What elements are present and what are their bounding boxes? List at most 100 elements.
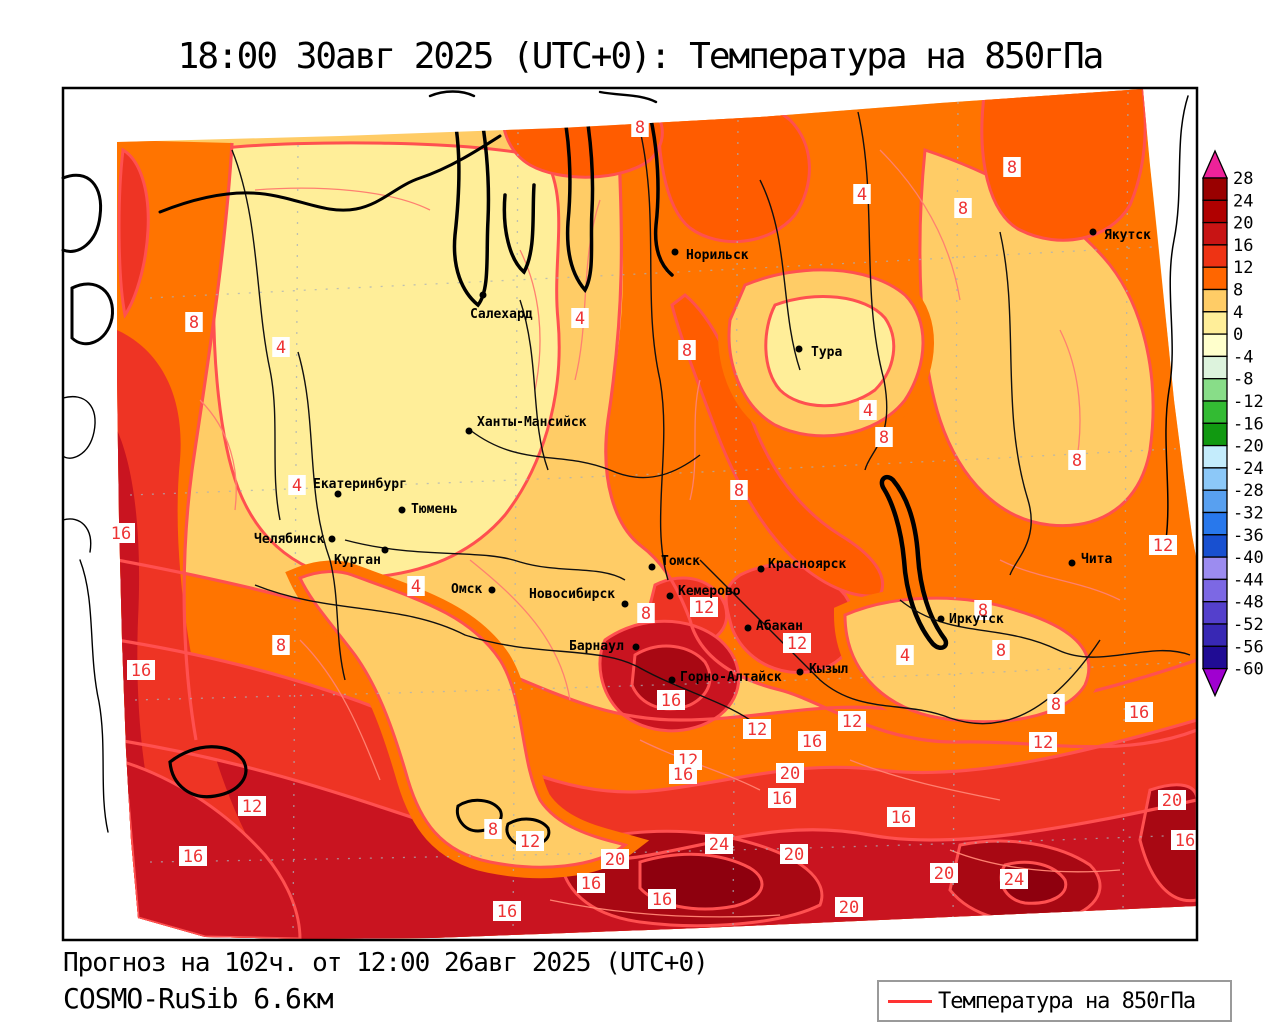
svg-text:Екатеринбург: Екатеринбург xyxy=(313,477,407,492)
svg-text:20: 20 xyxy=(1162,791,1182,811)
contour-label: 12 xyxy=(516,831,544,852)
contour-label: 8 xyxy=(484,819,502,840)
colorbar-box xyxy=(1202,623,1228,647)
svg-text:16: 16 xyxy=(131,661,151,681)
colorbar-box xyxy=(1202,422,1228,447)
svg-text:Тура: Тура xyxy=(811,345,842,360)
svg-text:12: 12 xyxy=(787,634,807,654)
svg-text:Ханты-Мансийск: Ханты-Мансийск xyxy=(477,415,587,430)
svg-text:8: 8 xyxy=(488,820,498,840)
contour-label: 8 xyxy=(185,312,203,333)
svg-text:4: 4 xyxy=(292,476,302,496)
contour-label: 8 xyxy=(730,480,748,501)
svg-text:12: 12 xyxy=(1153,536,1173,556)
contour-label: 16 xyxy=(493,901,521,922)
colorbar-tick: -8 xyxy=(1233,370,1253,390)
colorbar-box xyxy=(1202,400,1228,424)
city-marker: Чита xyxy=(1068,552,1112,567)
svg-text:12: 12 xyxy=(694,598,714,618)
contour-label: 16 xyxy=(1125,702,1153,723)
colorbar-box xyxy=(1202,645,1228,670)
contour-label: 4 xyxy=(896,645,914,666)
contour-label: 12 xyxy=(838,711,866,732)
colorbar-tick: -36 xyxy=(1233,526,1264,546)
colorbar-box xyxy=(1202,288,1228,313)
svg-text:8: 8 xyxy=(635,118,645,138)
footer: Прогноз на 102ч. от 12:00 26авг 2025 (UT… xyxy=(63,948,709,1015)
colorbar-tick: -48 xyxy=(1233,593,1264,613)
model-info: COSMO-RuSib 6.6км xyxy=(63,982,334,1015)
svg-text:4: 4 xyxy=(575,309,585,329)
temperature-field xyxy=(117,89,1197,939)
svg-text:8: 8 xyxy=(734,481,744,501)
region-borders xyxy=(231,111,1191,725)
svg-text:8: 8 xyxy=(958,199,968,219)
contour-label: 16 xyxy=(669,764,697,785)
svg-text:16: 16 xyxy=(183,847,203,867)
colorbar-tick: -16 xyxy=(1233,414,1264,434)
svg-text:12: 12 xyxy=(1033,733,1053,753)
colorbar-tick: 8 xyxy=(1233,281,1243,301)
contour-label: 20 xyxy=(780,844,808,865)
contour-label: 16 xyxy=(107,523,135,544)
svg-text:Горно-Алтайск: Горно-Алтайск xyxy=(680,670,782,685)
contour-label: 4 xyxy=(859,400,877,421)
svg-text:12: 12 xyxy=(747,720,767,740)
colorbar-tick: 16 xyxy=(1233,236,1253,256)
svg-text:16: 16 xyxy=(772,789,792,809)
colorbar-box xyxy=(1202,556,1228,581)
colorbar-box xyxy=(1202,489,1228,514)
forecast-info: Прогноз на 102ч. от 12:00 26авг 2025 (UT… xyxy=(63,948,709,978)
svg-text:Омск: Омск xyxy=(451,582,482,597)
city-marker: Барнаул xyxy=(569,639,640,654)
colorbar-tick: -4 xyxy=(1233,347,1253,367)
contour-label: 12 xyxy=(743,719,771,740)
colorbar-tick: -40 xyxy=(1233,548,1264,568)
colorbar-box xyxy=(1202,578,1228,603)
contour-label: 4 xyxy=(272,337,290,358)
svg-text:Абакан: Абакан xyxy=(756,619,803,634)
colorbar-tick: 0 xyxy=(1233,325,1243,345)
svg-text:20: 20 xyxy=(780,764,800,784)
svg-text:12: 12 xyxy=(242,797,262,817)
contour-label: 8 xyxy=(631,117,649,138)
colorbar-tick: -32 xyxy=(1233,504,1264,524)
colorbar-under-arrow xyxy=(1201,667,1229,698)
coastlines xyxy=(168,92,949,848)
map-frame xyxy=(61,86,1199,942)
colorbar-tick: 4 xyxy=(1233,303,1243,323)
city-marker: Челябинск xyxy=(254,532,336,547)
city-marker: Абакан xyxy=(744,619,803,634)
contour-label: 24 xyxy=(1000,869,1028,890)
svg-text:16: 16 xyxy=(802,732,822,752)
svg-text:Норильск: Норильск xyxy=(686,248,749,263)
colorbar-tick: 24 xyxy=(1233,191,1253,211)
contour-label: 12 xyxy=(783,633,811,654)
city-markers: Норильск Салехард Тура Якутск Ханты-Мансийск… xyxy=(254,228,1151,685)
contour-label: 8 xyxy=(272,635,290,656)
colorbar-box xyxy=(1202,177,1228,201)
colorbar-box xyxy=(1202,199,1228,224)
legend-box: Температура на 850гПа xyxy=(877,980,1232,1022)
city-marker: Тюмень xyxy=(398,502,458,517)
svg-text:4: 4 xyxy=(863,401,873,421)
svg-text:20: 20 xyxy=(934,864,954,884)
contour-label: 24 xyxy=(705,834,733,855)
svg-text:4: 4 xyxy=(900,646,910,666)
contour-label: 20 xyxy=(930,863,958,884)
contour-label: 16 xyxy=(127,660,155,681)
svg-text:8: 8 xyxy=(978,601,988,621)
colorbar-box xyxy=(1202,444,1228,469)
contour-label: 20 xyxy=(835,897,863,918)
contour-label: 8 xyxy=(1068,450,1086,471)
contour-label: 8 xyxy=(875,427,893,448)
city-marker: Якутск xyxy=(1089,228,1151,243)
svg-text:16: 16 xyxy=(673,765,693,785)
svg-text:Иркутск: Иркутск xyxy=(949,612,1004,627)
colorbar-tick: -56 xyxy=(1233,637,1264,657)
contour-label: 12 xyxy=(690,597,718,618)
svg-text:12: 12 xyxy=(842,712,862,732)
svg-text:Челябинск: Челябинск xyxy=(254,532,325,547)
